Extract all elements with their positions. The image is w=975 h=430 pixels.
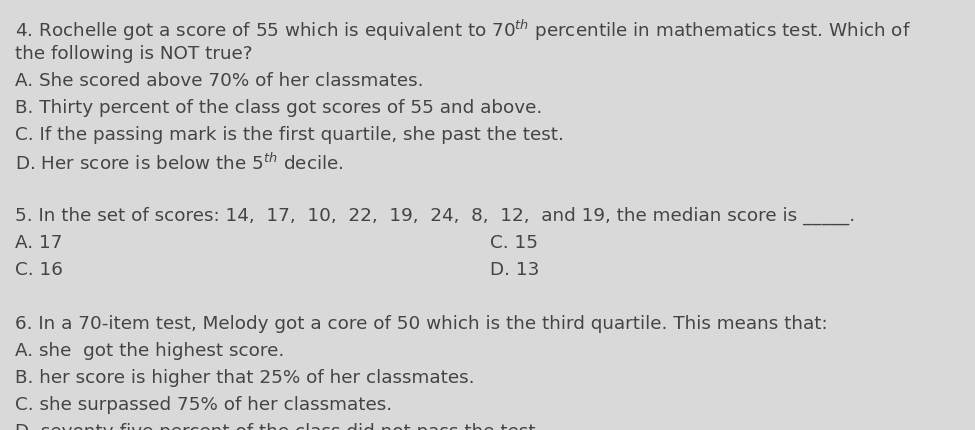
Text: D. Her score is below the 5$^{th}$ decile.: D. Her score is below the 5$^{th}$ decil…: [15, 153, 343, 174]
Text: the following is NOT true?: the following is NOT true?: [15, 45, 253, 63]
Text: D. 13: D. 13: [490, 261, 539, 279]
Text: C. 16: C. 16: [15, 261, 62, 279]
Text: A. she  got the highest score.: A. she got the highest score.: [15, 342, 285, 360]
Text: C. 15: C. 15: [490, 234, 538, 252]
Text: C. she surpassed 75% of her classmates.: C. she surpassed 75% of her classmates.: [15, 396, 392, 414]
Text: 4. Rochelle got a score of 55 which is equivalent to 70$^{th}$ percentile in mat: 4. Rochelle got a score of 55 which is e…: [15, 18, 911, 43]
Text: A. She scored above 70% of her classmates.: A. She scored above 70% of her classmate…: [15, 72, 423, 90]
Text: D. seventy-five percent of the class did not pass the test.: D. seventy-five percent of the class did…: [15, 423, 541, 430]
Text: A. 17: A. 17: [15, 234, 62, 252]
Text: 5. In the set of scores: 14,  17,  10,  22,  19,  24,  8,  12,  and 19, the medi: 5. In the set of scores: 14, 17, 10, 22,…: [15, 207, 855, 225]
Text: 6. In a 70-item test, Melody got a core of 50 which is the third quartile. This : 6. In a 70-item test, Melody got a core …: [15, 315, 828, 333]
Text: B. her score is higher that 25% of her classmates.: B. her score is higher that 25% of her c…: [15, 369, 475, 387]
Text: B. Thirty percent of the class got scores of 55 and above.: B. Thirty percent of the class got score…: [15, 99, 542, 117]
Text: C. If the passing mark is the first quartile, she past the test.: C. If the passing mark is the first quar…: [15, 126, 564, 144]
